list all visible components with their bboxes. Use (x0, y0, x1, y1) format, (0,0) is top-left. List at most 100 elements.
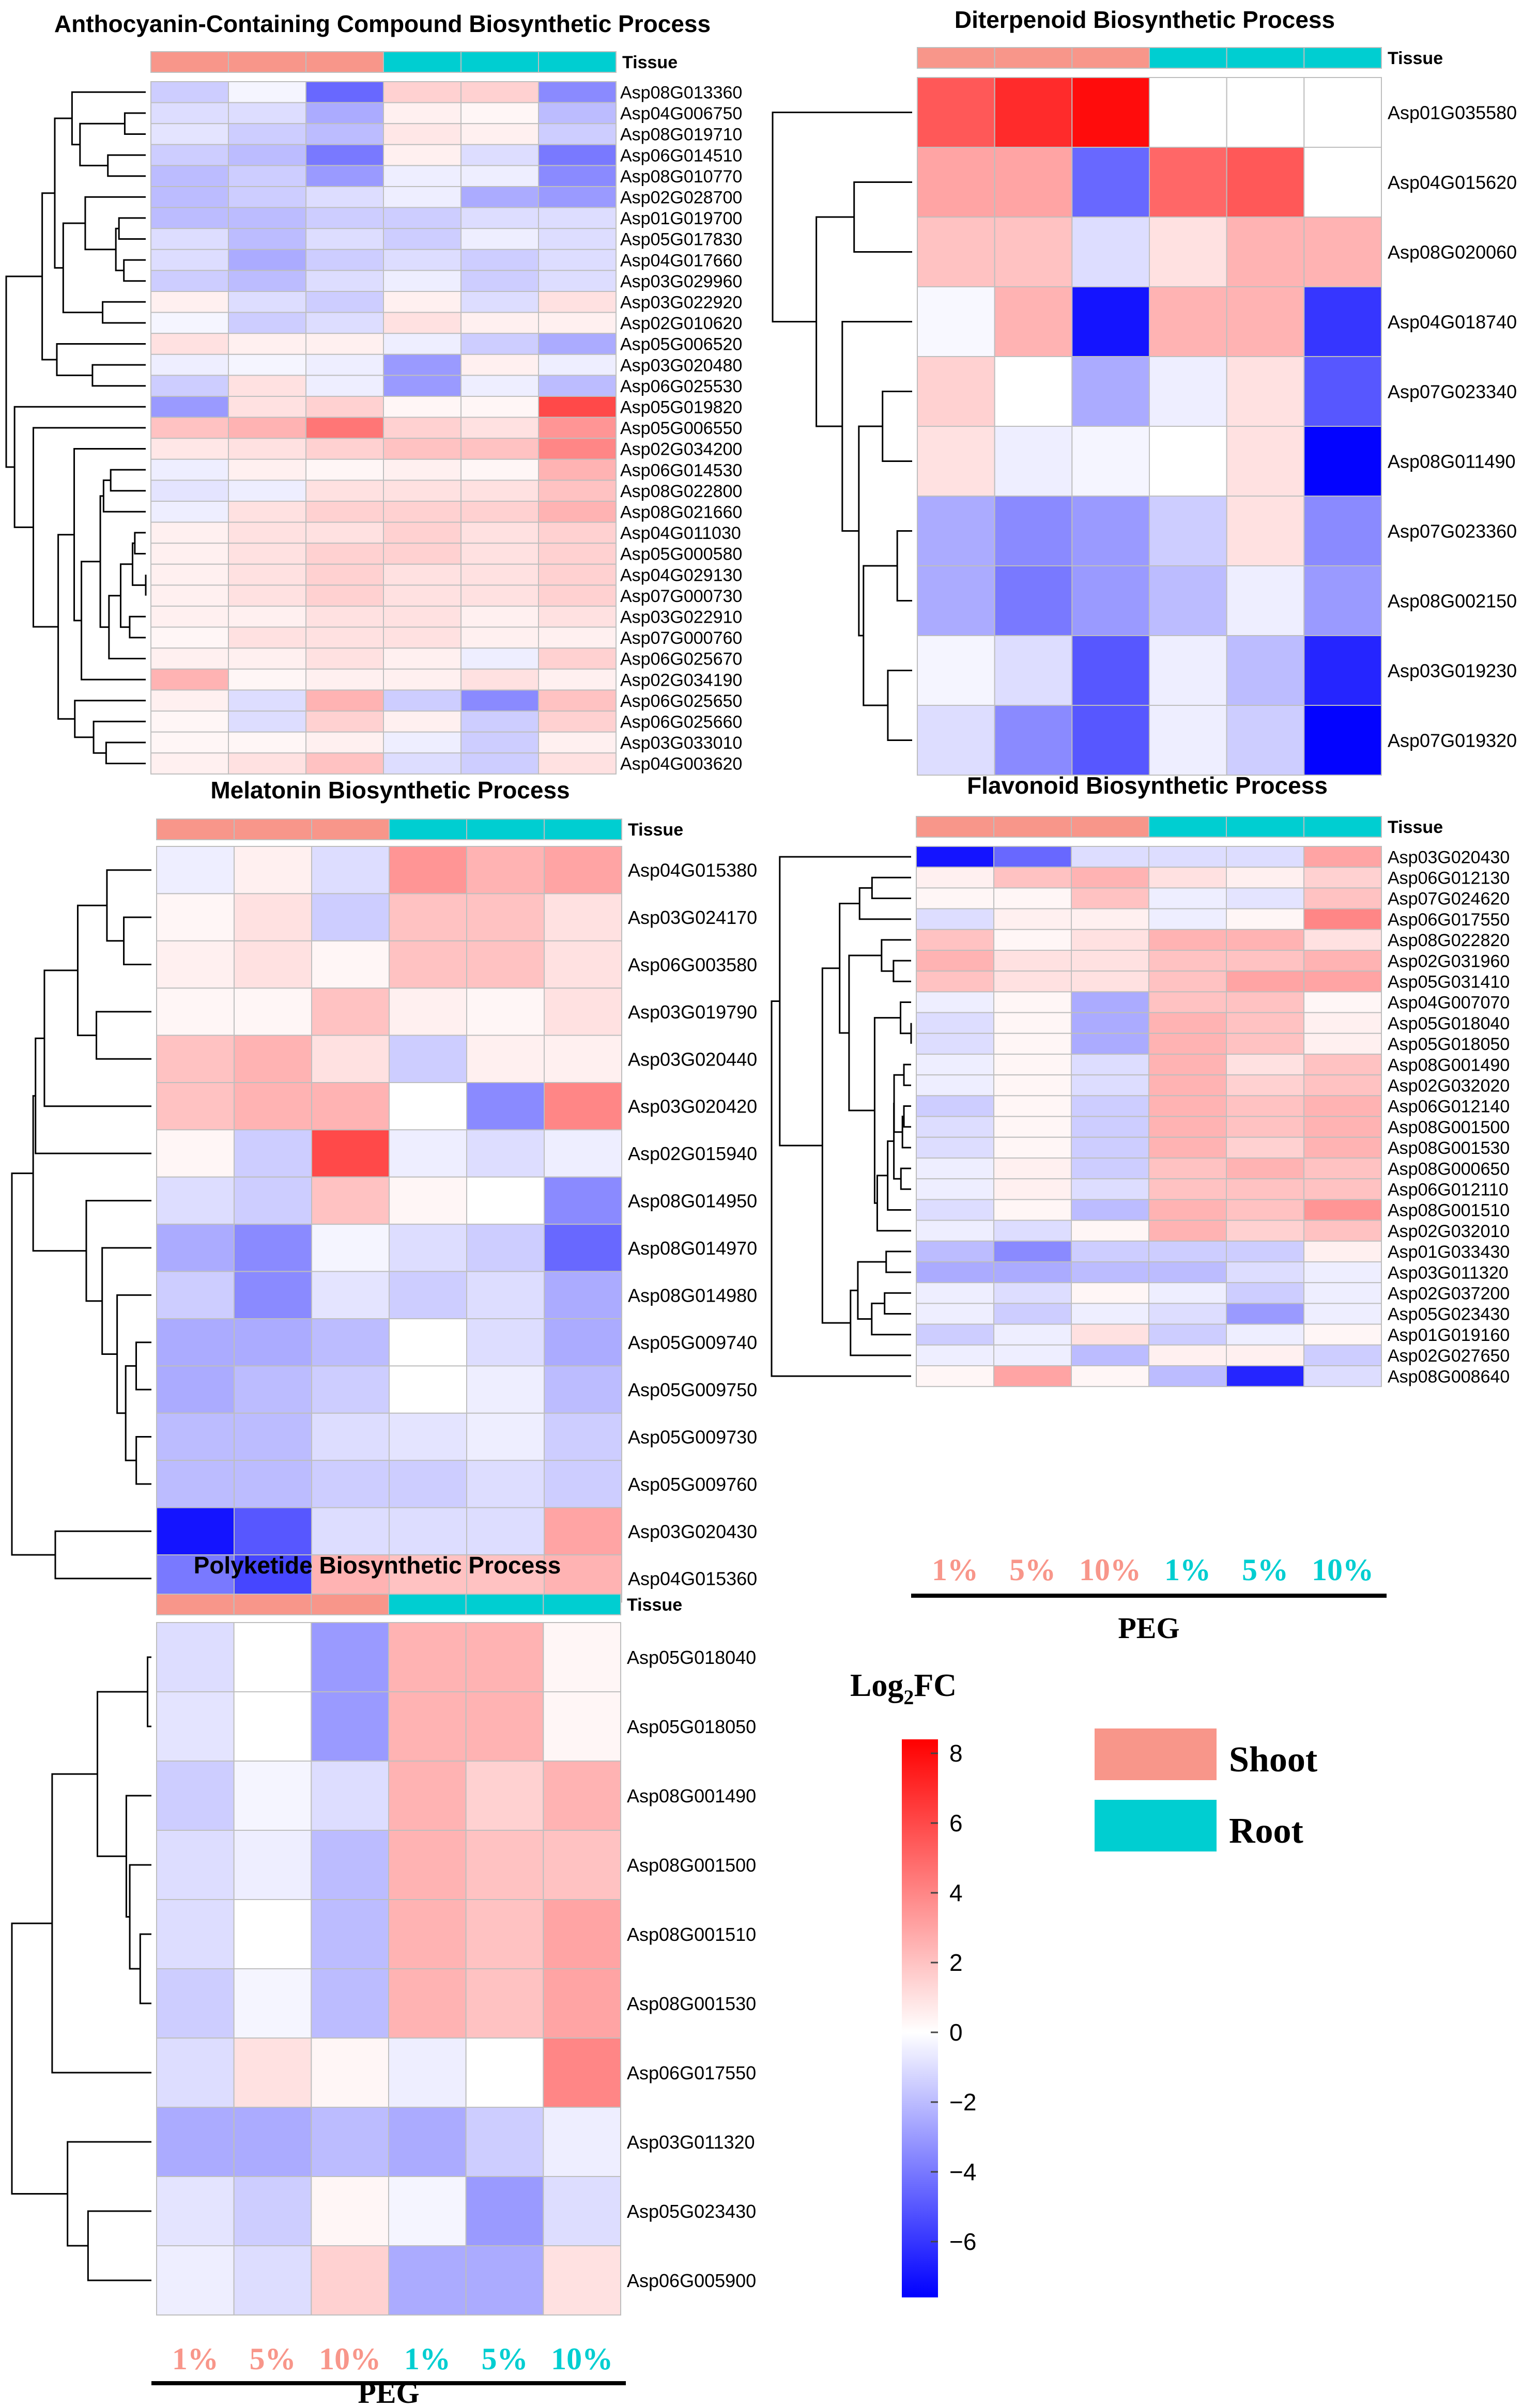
heatmap-cell (1303, 1344, 1382, 1367)
heatmap-cell (156, 1899, 235, 1969)
heatmap-cell (1071, 908, 1149, 930)
heatmap-cell (156, 1761, 235, 1831)
heatmap-cell (1148, 1074, 1227, 1097)
row-label: Asp05G006520 (620, 335, 742, 354)
dendrogram-branch (110, 469, 146, 492)
heatmap-cell (383, 731, 462, 754)
dendrogram-branch (105, 742, 146, 764)
heatmap-cell (1148, 1199, 1227, 1221)
dendrogram-branch (901, 1116, 911, 1149)
heatmap-cell (389, 1176, 467, 1225)
heatmap-cell (150, 81, 229, 103)
row-label: Asp03G020480 (620, 356, 742, 375)
heatmap-cell (1226, 356, 1305, 427)
row-label: Asp08G001500 (627, 1855, 756, 1876)
heatmap-cell (544, 1507, 622, 1556)
row-label: Asp06G025650 (620, 691, 742, 711)
heatmap-cell (1148, 1136, 1227, 1159)
heatmap-cell (311, 1082, 390, 1131)
dendrogram-branch (858, 425, 883, 637)
heatmap-cell (916, 1095, 994, 1117)
heatmap-cell (228, 668, 306, 691)
dendrogram-branch (11, 1922, 68, 2195)
tissue-bar-cell (1303, 816, 1382, 838)
heatmap-cell (466, 846, 545, 894)
heatmap-cell (305, 543, 384, 565)
heatmap-cell (1226, 1220, 1304, 1242)
tissue-bar-cell (150, 51, 229, 73)
heatmap-cell (460, 731, 539, 754)
row-label: Asp05G009730 (628, 1426, 757, 1447)
heatmap-cell (383, 606, 462, 628)
heatmap-cell (305, 521, 384, 544)
heatmap-cell (993, 1074, 1072, 1097)
row-label: Asp03G033010 (620, 733, 742, 753)
heatmap-cell (1071, 147, 1150, 218)
heatmap-cell (1148, 846, 1227, 868)
heatmap-cell (156, 1035, 235, 1083)
heatmap-cell (305, 731, 384, 754)
heatmap-cell (1149, 286, 1227, 357)
heatmap-cell (228, 543, 306, 565)
tissue-bar-cell (311, 1594, 389, 1615)
heatmap-cell (460, 353, 539, 376)
shoot-legend-label: Shoot (1229, 1740, 1317, 1780)
heatmap-cell (993, 867, 1072, 889)
heatmap-cell (917, 286, 995, 357)
heatmap-cell (383, 711, 462, 733)
heatmap-cell (1226, 908, 1304, 930)
dendrogram-branch (118, 217, 146, 240)
heatmap-cell (233, 2107, 312, 2177)
heatmap-cell (544, 893, 622, 941)
dendrogram-branch (129, 615, 146, 639)
heatmap-cell (916, 1220, 994, 1242)
heatmap-cell (311, 1365, 390, 1414)
dendrogram-branch (71, 91, 146, 146)
heatmap-cell (1071, 1365, 1149, 1387)
heatmap-cell (383, 102, 462, 125)
heatmap-cell (383, 543, 462, 565)
heatmap-cell (150, 584, 229, 607)
row-label: Asp06G012130 (1388, 869, 1510, 888)
heatmap-cell (466, 1176, 545, 1225)
heatmap-cell (383, 563, 462, 586)
dendrogram-branch (124, 112, 146, 135)
heatmap-cell (460, 312, 539, 334)
heatmap-cell (1071, 1344, 1149, 1367)
heatmap-cell (466, 1035, 545, 1083)
row-label: Asp06G017550 (627, 2062, 756, 2083)
dendrogram-branch (863, 565, 898, 706)
dendrogram-branch (99, 495, 109, 628)
heatmap-cell (1226, 1116, 1304, 1138)
colorbar-gradient (902, 1739, 938, 2297)
colorbar-tick-label: 6 (949, 1810, 963, 1836)
heatmap-cell (388, 1622, 467, 1692)
heatmap-cell (156, 1224, 235, 1272)
heatmap-cell (538, 375, 617, 397)
heatmap-cell (388, 2107, 467, 2177)
heatmap-cell (150, 144, 229, 166)
heatmap-cell (1226, 1157, 1304, 1180)
row-label: Asp03G024170 (628, 907, 757, 928)
row-label: Asp03G022920 (620, 293, 742, 313)
heatmap-cell (156, 1460, 235, 1508)
dendrogram-branch (903, 1105, 911, 1128)
heatmap-cell (389, 1129, 467, 1178)
heatmap-cell (460, 543, 539, 565)
heatmap-cell (383, 521, 462, 544)
heatmap-cell (538, 144, 617, 166)
heatmap-cell (305, 416, 384, 439)
heatmap-cell (460, 249, 539, 271)
row-label: Asp05G018050 (1388, 1035, 1510, 1054)
heatmap-cell (544, 940, 622, 989)
row-label: Asp03G019230 (1388, 660, 1517, 681)
panel-title: Diterpenoid Biosynthetic Process (955, 6, 1335, 33)
heatmap-cell (383, 144, 462, 166)
heatmap-cell (228, 731, 306, 754)
row-label: Asp04G015360 (628, 1568, 757, 1589)
heatmap-cell (538, 480, 617, 502)
heatmap-cell (460, 144, 539, 166)
heatmap-cell (1149, 705, 1227, 776)
heatmap-cell (383, 207, 462, 229)
